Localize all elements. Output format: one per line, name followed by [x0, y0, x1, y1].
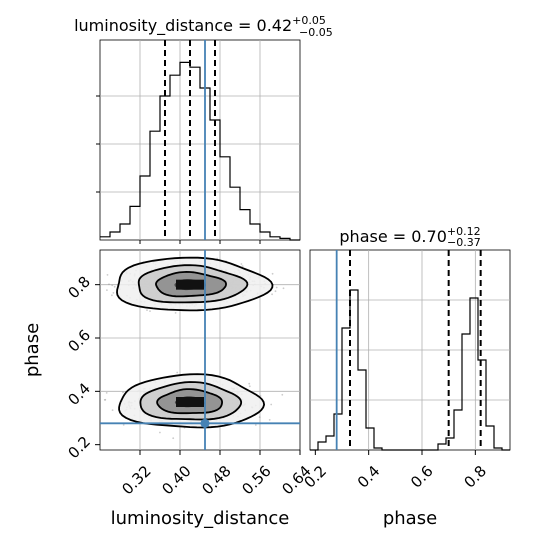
- phase-xticks: 0.2 0.4 0.6 0.8: [300, 450, 490, 492]
- posterior-sample-point: [105, 392, 108, 394]
- phase-quantile-lines: [349, 250, 482, 450]
- posterior-sample-point: [282, 287, 285, 290]
- posterior-sample-point: [270, 403, 273, 406]
- phase-title-sub: −0.37: [447, 236, 481, 249]
- posterior-sample-point: [240, 263, 243, 265]
- truth-point: [200, 418, 210, 428]
- phase-histogram-panel: 0.2 0.4 0.6 0.8 phase = 0.70+0.12 −0.37: [300, 225, 511, 492]
- credible-contour: [137, 264, 249, 304]
- posterior-sample-point: [106, 274, 109, 276]
- density-peak: [176, 279, 204, 290]
- luminosity-distance-histogram-yticks: [96, 95, 261, 244]
- density-peak: [176, 397, 204, 407]
- posterior-sample-point: [149, 310, 151, 312]
- posterior-sample-point: [271, 272, 274, 275]
- luminosity-distance-title: luminosity_distance = 0.42+0.05: [74, 14, 326, 36]
- phase-title-main: phase = 0.70: [339, 227, 446, 246]
- y-tick-label: 0.4: [64, 379, 94, 409]
- luminosity-distance-title-main: luminosity_distance = 0.42: [74, 16, 292, 36]
- x-tick-label: 0.4: [354, 462, 384, 492]
- x-tick-label: 0.40: [158, 462, 194, 498]
- x-axis-title-phase: phase: [383, 508, 437, 529]
- phase-vs-luminosity-distance-contours: [116, 256, 274, 429]
- x-tick-label: 0.48: [198, 462, 234, 498]
- posterior-sample-point: [111, 409, 114, 411]
- y-tick-label: 0.2: [64, 433, 94, 463]
- posterior-sample-point: [275, 286, 278, 289]
- phase-histogram-grid: [310, 250, 510, 450]
- posterior-sample-point: [274, 290, 277, 293]
- posterior-sample-point: [103, 399, 106, 401]
- posterior-sample-point: [268, 419, 271, 421]
- posterior-sample-point: [108, 283, 110, 286]
- posterior-sample-point: [111, 284, 114, 287]
- posterior-sample-point: [146, 309, 148, 311]
- posterior-sample-point: [271, 293, 273, 296]
- credible-contour: [139, 381, 243, 421]
- luminosity-distance-xticks: 0.32 0.40 0.48 0.56 0.64: [118, 450, 315, 498]
- credible-contour: [118, 373, 266, 429]
- posterior-sample-point: [174, 312, 177, 314]
- posterior-sample-point: [122, 391, 124, 394]
- x-tick-label: 0.8: [460, 462, 490, 492]
- phase-title: phase = 0.70+0.12: [339, 225, 480, 246]
- luminosity-distance-title-sub: −0.05: [299, 26, 333, 39]
- y-tick-label: 0.6: [64, 326, 94, 356]
- posterior-sample-point: [113, 285, 116, 288]
- luminosity-distance-quantile-lines: [164, 40, 216, 240]
- posterior-sample-point: [106, 289, 108, 291]
- posterior-sample-point: [241, 265, 244, 267]
- phase-histogram-line: [310, 289, 510, 451]
- posterior-sample-point: [258, 416, 261, 418]
- x-axis-title-luminosity-distance: luminosity_distance: [111, 508, 290, 529]
- y-axis-title-phase: phase: [22, 323, 43, 377]
- phase-vs-luminosity-distance-truth: [100, 250, 300, 450]
- phase-title-sup: +0.12: [447, 225, 481, 238]
- x-tick-label: 0.56: [238, 462, 274, 498]
- posterior-sample-point: [281, 393, 284, 396]
- posterior-sample-point: [111, 294, 113, 297]
- posterior-sample-point: [172, 437, 175, 440]
- luminosity-distance-title-sup: +0.05: [292, 14, 326, 27]
- credible-contour: [116, 256, 274, 312]
- posterior-sample-point: [248, 385, 251, 388]
- y-tick-label: 0.8: [64, 273, 94, 303]
- x-tick-label: 0.32: [118, 462, 154, 498]
- luminosity-distance-histogram-line: [100, 61, 300, 241]
- credible-contour: [155, 270, 227, 298]
- posterior-sample-point: [176, 371, 179, 374]
- posterior-sample-point: [122, 424, 125, 426]
- posterior-sample-point: [248, 382, 251, 385]
- posterior-sample-point: [254, 424, 257, 426]
- luminosity-distance-histogram-frame: [99, 39, 301, 241]
- phase-vs-luminosity-distance-frame: [99, 249, 301, 451]
- luminosity-distance-histogram-steps: [100, 61, 300, 241]
- x-tick-label: 0.6: [407, 462, 437, 492]
- phase-vs-luminosity-distance-panel: 0.32 0.40 0.48 0.56 0.64 0.2 0.4 0.6 0.8: [64, 249, 315, 498]
- posterior-sample-point: [159, 431, 161, 434]
- posterior-sample-point: [112, 292, 115, 294]
- phase-histogram-steps: [310, 289, 510, 451]
- phase-yticks: 0.2 0.4 0.6 0.8: [64, 273, 100, 463]
- luminosity-distance-histogram-panel: luminosity_distance = 0.42+0.05 −0.05: [74, 14, 333, 244]
